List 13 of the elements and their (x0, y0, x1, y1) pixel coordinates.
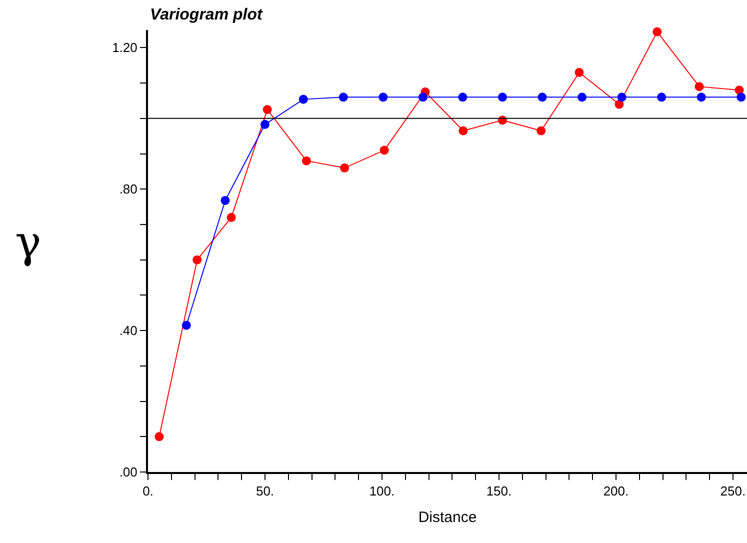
x-tick-label: 250. (720, 484, 746, 499)
x-tick-label: 0. (142, 484, 154, 499)
x-tick-label: 200. (603, 484, 629, 499)
x-tick-label: 100. (369, 484, 395, 499)
x-axis-title: Distance (418, 509, 477, 526)
y-tick-label: 1.20 (112, 40, 138, 56)
x-tick-label: 50. (256, 484, 274, 499)
x-tick-label: 150. (486, 484, 512, 499)
y-tick-label: .40 (119, 323, 138, 338)
y-tick-label: .00 (119, 464, 138, 480)
y-axis-title: γ (15, 217, 42, 268)
y-tick-label: .80 (119, 182, 138, 197)
chart-title: Variogram plot (150, 6, 263, 24)
